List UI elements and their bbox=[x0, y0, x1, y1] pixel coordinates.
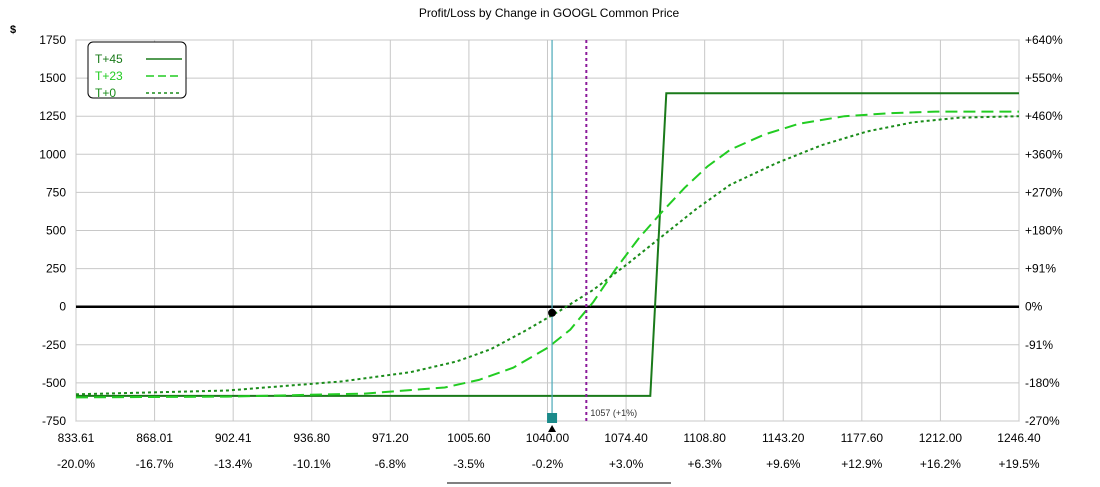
y-tick-label: -250 bbox=[42, 338, 66, 352]
x-tick-label: 1143.20 bbox=[762, 431, 805, 445]
chart-title: Profit/Loss by Change in GOOGL Common Pr… bbox=[419, 6, 680, 20]
reference-price-label: 1057 (+1%) bbox=[590, 408, 637, 418]
current-price-marker bbox=[547, 413, 558, 423]
x-tick-label: 1108.80 bbox=[683, 431, 726, 445]
x-tick-label: 936.80 bbox=[293, 431, 330, 445]
series-group bbox=[75, 92, 1020, 399]
x2-tick-label: +9.6% bbox=[766, 457, 801, 471]
overlays: 1057 (+1%) bbox=[547, 40, 637, 432]
x-tick-label: 1177.60 bbox=[841, 431, 884, 445]
y2-tick-label: -270% bbox=[1025, 414, 1060, 428]
y2-tick-label: +460% bbox=[1025, 109, 1063, 123]
x-tick-label: 1246.40 bbox=[997, 431, 1041, 445]
axes: 833.61 -20.0% 868.01 -16.7% 902.41 -13.4% 936.… bbox=[39, 33, 1063, 471]
x-tick-label: 1212.00 bbox=[919, 431, 963, 445]
x-tick-label: 833.61 bbox=[58, 431, 95, 445]
y2-tick-label: +180% bbox=[1025, 224, 1063, 238]
y-tick-label: 0 bbox=[59, 300, 66, 314]
y-tick-label: 1250 bbox=[39, 109, 66, 123]
y-tick-label: -500 bbox=[42, 376, 66, 390]
x2-tick-label: -10.1% bbox=[293, 457, 331, 471]
x-tick-label: 902.41 bbox=[215, 431, 252, 445]
x-tick-label: 1074.40 bbox=[604, 431, 648, 445]
y2-tick-label: +270% bbox=[1025, 185, 1063, 199]
y-tick-label: 1750 bbox=[39, 33, 66, 47]
x2-tick-label: -0.2% bbox=[532, 457, 564, 471]
y-tick-label: -750 bbox=[42, 414, 66, 428]
y-axis-label: $ bbox=[10, 24, 16, 36]
price-pointer bbox=[548, 425, 557, 432]
y2-tick-label: +360% bbox=[1025, 147, 1063, 161]
legend: T+45 T+23 T+0 bbox=[87, 41, 187, 100]
y-tick-label: 250 bbox=[46, 262, 66, 276]
legend-label: T+23 bbox=[95, 69, 123, 83]
x-tick-label: 1040.00 bbox=[526, 431, 570, 445]
y2-tick-label: +91% bbox=[1025, 262, 1056, 276]
x2-tick-label: -3.5% bbox=[453, 457, 485, 471]
x2-tick-label: +3.0% bbox=[609, 457, 644, 471]
x2-tick-label: +19.5% bbox=[998, 457, 1039, 471]
x2-tick-label: +16.2% bbox=[920, 457, 961, 471]
y2-tick-label: -180% bbox=[1025, 376, 1060, 390]
y2-tick-label: +640% bbox=[1025, 33, 1063, 47]
x2-tick-label: -6.8% bbox=[375, 457, 407, 471]
legend-label: T+45 bbox=[95, 52, 123, 66]
y2-tick-label: +550% bbox=[1025, 71, 1063, 85]
x2-tick-label: +6.3% bbox=[687, 457, 722, 471]
y-tick-label: 750 bbox=[46, 185, 66, 199]
x-tick-label: 971.20 bbox=[372, 431, 409, 445]
x-tick-label: 868.01 bbox=[136, 431, 173, 445]
x-tick-label: 1005.60 bbox=[447, 431, 491, 445]
y-tick-label: 1000 bbox=[39, 147, 66, 161]
y-tick-label: 1500 bbox=[39, 71, 66, 85]
legend-box bbox=[87, 41, 187, 99]
current-pl-marker bbox=[548, 308, 557, 317]
y2-tick-label: -91% bbox=[1025, 338, 1053, 352]
y-tick-label: 500 bbox=[46, 224, 66, 238]
y2-tick-label: 0% bbox=[1025, 300, 1043, 314]
legend-label: T+0 bbox=[95, 86, 116, 100]
x2-tick-label: -20.0% bbox=[57, 457, 95, 471]
x2-tick-label: +12.9% bbox=[841, 457, 882, 471]
series-line bbox=[75, 110, 1019, 399]
grid bbox=[75, 39, 1020, 422]
x2-tick-label: -16.7% bbox=[136, 457, 174, 471]
x2-tick-label: -13.4% bbox=[214, 457, 252, 471]
series-line bbox=[76, 92, 1019, 397]
